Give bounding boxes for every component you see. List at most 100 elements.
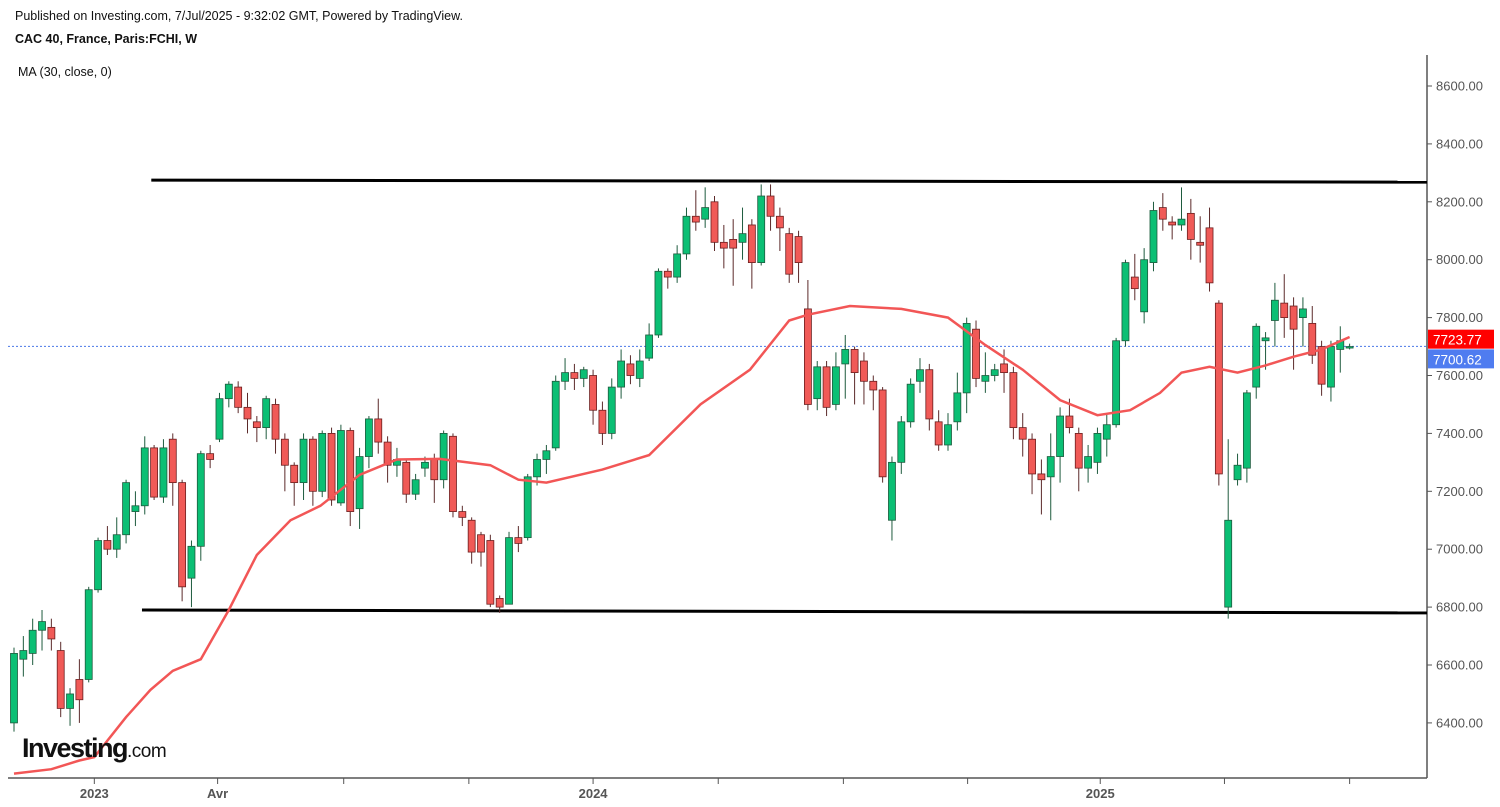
candle-up	[28, 629, 37, 654]
y-tick-label: 7000.00	[1436, 542, 1483, 557]
candle-down	[486, 540, 495, 605]
candle-down	[234, 386, 243, 408]
candle-down	[925, 369, 934, 420]
candle-down	[206, 453, 215, 460]
candle-up	[421, 461, 429, 469]
candle-up	[654, 270, 663, 336]
candle-down	[972, 328, 980, 379]
candle-up	[897, 421, 906, 463]
candle-down	[1028, 438, 1036, 475]
x-tick-label: 2024	[579, 786, 609, 801]
candle-down	[1280, 302, 1289, 319]
candle-up	[1102, 424, 1111, 440]
y-tick-label: 8600.00	[1436, 79, 1483, 94]
y-tick-label: 8000.00	[1436, 252, 1483, 267]
candle-down	[663, 270, 672, 278]
candle-down	[47, 626, 56, 640]
candle-up	[533, 459, 541, 478]
candle-up	[1084, 456, 1092, 469]
candle-up	[439, 432, 448, 481]
published-info: Published on Investing.com, 7/Jul/2025 -…	[15, 9, 463, 23]
candle-down	[850, 349, 859, 374]
ma-legend: MA (30, close, 0)	[18, 65, 112, 79]
candle-up	[916, 369, 924, 382]
candle-up	[682, 215, 691, 255]
ma-value-label: 7723.77	[1433, 333, 1482, 348]
candle-up	[551, 380, 560, 449]
candle-down	[570, 372, 579, 379]
candle-down	[56, 650, 65, 709]
candle-down	[1018, 427, 1027, 440]
candle-up	[1252, 325, 1261, 388]
candle-down	[402, 461, 411, 495]
candle-up	[38, 621, 46, 631]
candle-down	[150, 447, 159, 498]
candle-down	[878, 389, 887, 478]
candle-up	[1046, 456, 1055, 478]
last-price-label: 7700.62	[1433, 352, 1482, 367]
candle-down	[934, 421, 943, 446]
candle-up	[1261, 337, 1270, 342]
candle-up	[757, 195, 766, 263]
y-tick-label: 7200.00	[1436, 484, 1483, 499]
x-tick-label: 2023	[80, 786, 109, 801]
last-price-label-bg	[1428, 349, 1494, 369]
candle-up	[981, 375, 990, 382]
candle-up	[336, 430, 345, 504]
candle-up	[523, 476, 532, 539]
candle-down	[589, 375, 597, 411]
candle-down	[785, 233, 794, 275]
candle-up	[1233, 464, 1242, 481]
candle-down	[458, 511, 467, 518]
candle-down	[1205, 227, 1214, 284]
candle-up	[505, 537, 513, 605]
candle-up	[990, 369, 999, 376]
candle-up	[832, 366, 840, 405]
candle-up	[841, 349, 850, 365]
candle-down	[383, 441, 392, 466]
symbol-title: CAC 40, France, Paris:FCHI, W	[15, 32, 197, 46]
candle-up	[10, 653, 18, 724]
y-tick-label: 6800.00	[1436, 600, 1483, 615]
x-tick-label: 2025	[1086, 786, 1115, 801]
candle-down	[1000, 363, 1008, 374]
candle-down	[495, 598, 504, 608]
y-tick-label: 8400.00	[1436, 136, 1483, 151]
candle-down	[75, 679, 84, 701]
candle-down	[280, 438, 289, 466]
candle-down	[766, 195, 775, 217]
candle-down	[1196, 241, 1205, 246]
candle-up	[196, 453, 205, 547]
ma-value-label-bg	[1428, 329, 1494, 349]
candle-down	[346, 430, 355, 512]
candle-up	[262, 398, 271, 429]
candle-up	[906, 383, 915, 423]
logo-main: Investing	[22, 733, 129, 763]
candle-up	[888, 461, 896, 521]
candle-up	[617, 360, 625, 388]
candle-down	[860, 360, 868, 382]
candle-down	[1074, 432, 1083, 469]
candle-down	[822, 366, 831, 408]
candle-up	[1140, 259, 1149, 313]
candle-up	[159, 447, 168, 498]
candle-up	[355, 456, 364, 510]
candle-up	[542, 450, 551, 460]
candle-up	[579, 369, 588, 379]
candle-down	[290, 464, 299, 484]
candle-up	[1224, 519, 1233, 608]
candle-up	[645, 334, 654, 359]
candle-down	[1289, 305, 1298, 330]
candle-up	[1121, 262, 1130, 342]
candle-down	[598, 409, 607, 434]
candle-up	[112, 534, 121, 550]
candle-up	[1177, 218, 1186, 226]
candle-down	[1065, 415, 1074, 429]
candle-up	[122, 482, 130, 536]
candle-down	[1317, 346, 1326, 385]
candle-down	[477, 534, 485, 553]
candle-down	[1130, 276, 1139, 290]
candle-up	[365, 418, 373, 457]
y-tick-label: 7400.00	[1436, 426, 1483, 441]
